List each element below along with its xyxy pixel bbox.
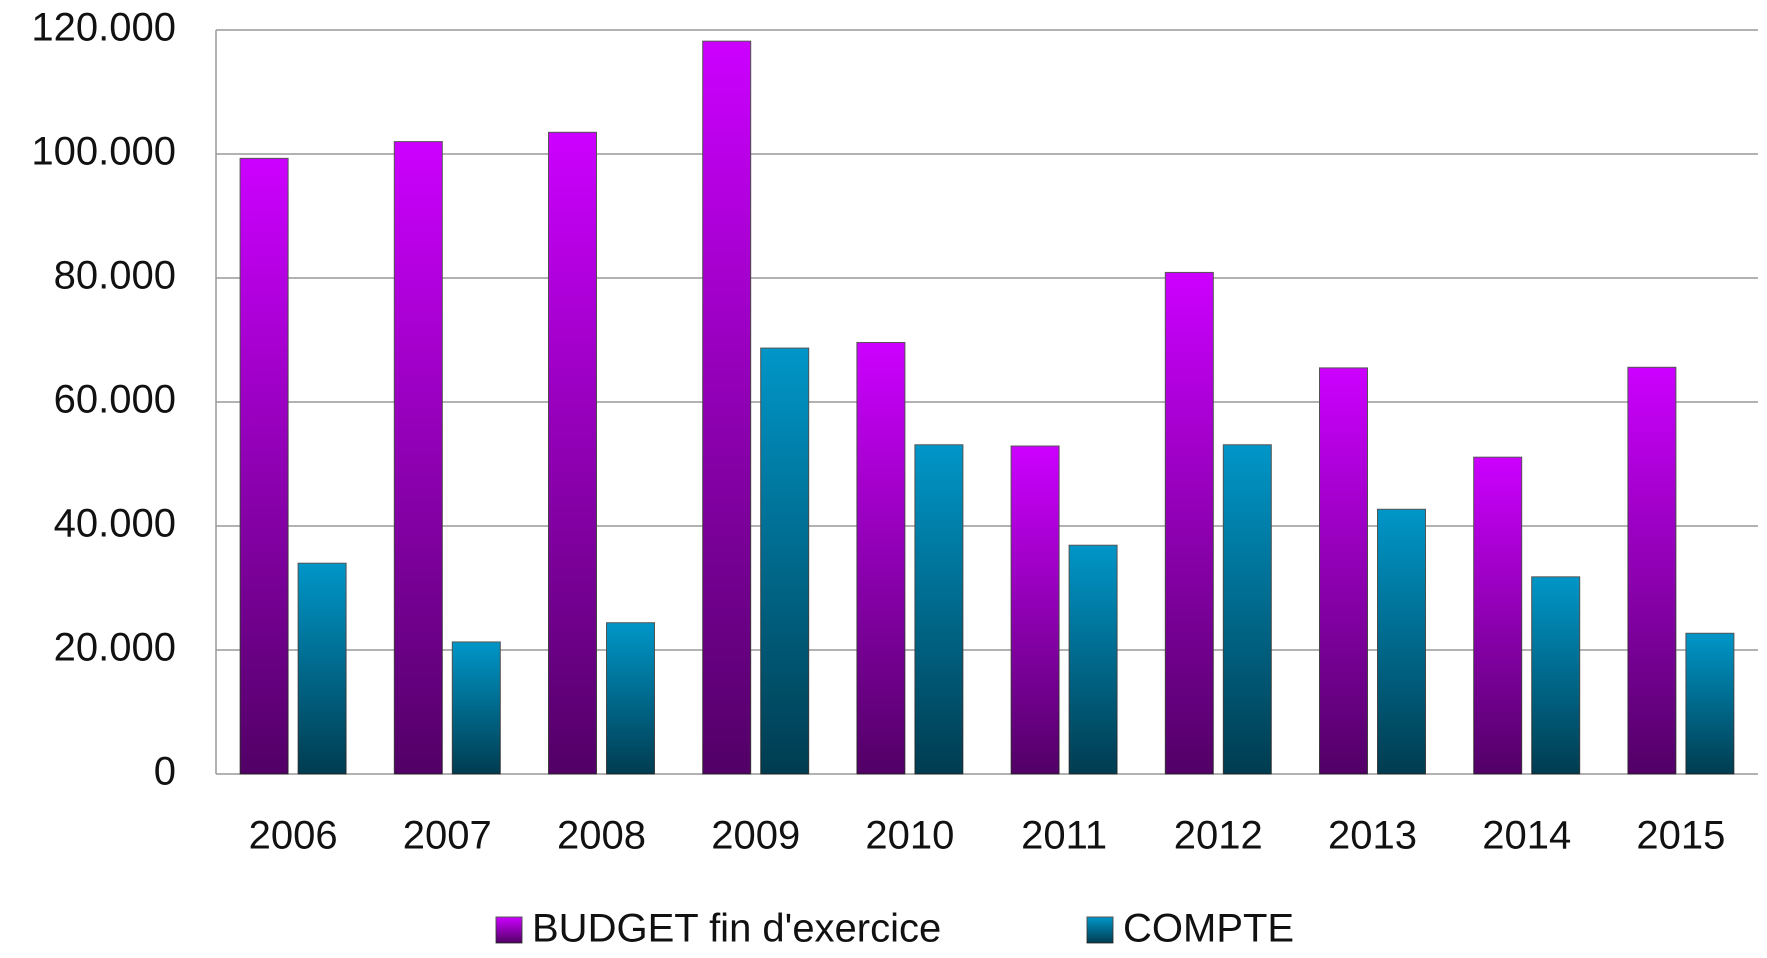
bar xyxy=(1319,367,1368,775)
bar xyxy=(1068,544,1118,775)
bar xyxy=(1222,444,1272,775)
bar xyxy=(1473,456,1523,775)
y-tick-label: 80.000 xyxy=(54,254,176,298)
bar xyxy=(393,141,443,775)
x-tick-label: 2009 xyxy=(711,814,800,858)
bar xyxy=(914,444,964,775)
x-tick-label: 2010 xyxy=(865,814,954,858)
legend-swatch-shade xyxy=(496,917,522,943)
bar xyxy=(1685,632,1735,775)
bar xyxy=(1531,576,1581,775)
bar xyxy=(606,622,655,775)
bar xyxy=(297,562,347,775)
x-tick-label: 2006 xyxy=(249,814,338,858)
y-tick-label: 60.000 xyxy=(54,378,176,422)
y-tick-label: 20.000 xyxy=(54,626,176,670)
bar xyxy=(1377,508,1426,775)
legend-label: COMPTE xyxy=(1123,907,1294,951)
bar xyxy=(856,341,906,775)
x-tick-label: 2012 xyxy=(1174,814,1263,858)
x-tick-label: 2007 xyxy=(403,814,492,858)
y-tick-label: 0 xyxy=(154,750,176,794)
bar xyxy=(1164,271,1214,775)
x-tick-label: 2015 xyxy=(1636,814,1725,858)
x-tick-label: 2013 xyxy=(1328,814,1417,858)
bar xyxy=(1627,366,1677,775)
bar xyxy=(239,157,289,775)
legend-swatch-shade xyxy=(1087,917,1113,943)
bar xyxy=(1010,445,1060,775)
y-tick-label: 40.000 xyxy=(54,502,176,546)
legend-label: BUDGET fin d'exercice xyxy=(532,907,941,951)
y-tick-label: 100.000 xyxy=(31,130,176,174)
bar xyxy=(702,40,752,775)
bar xyxy=(760,347,810,775)
y-tick-label: 120.000 xyxy=(31,6,176,50)
x-tick-label: 2014 xyxy=(1482,814,1571,858)
x-tick-label: 2008 xyxy=(557,814,646,858)
bar xyxy=(548,131,597,775)
x-tick-label: 2011 xyxy=(1021,814,1107,858)
bar xyxy=(451,641,501,775)
